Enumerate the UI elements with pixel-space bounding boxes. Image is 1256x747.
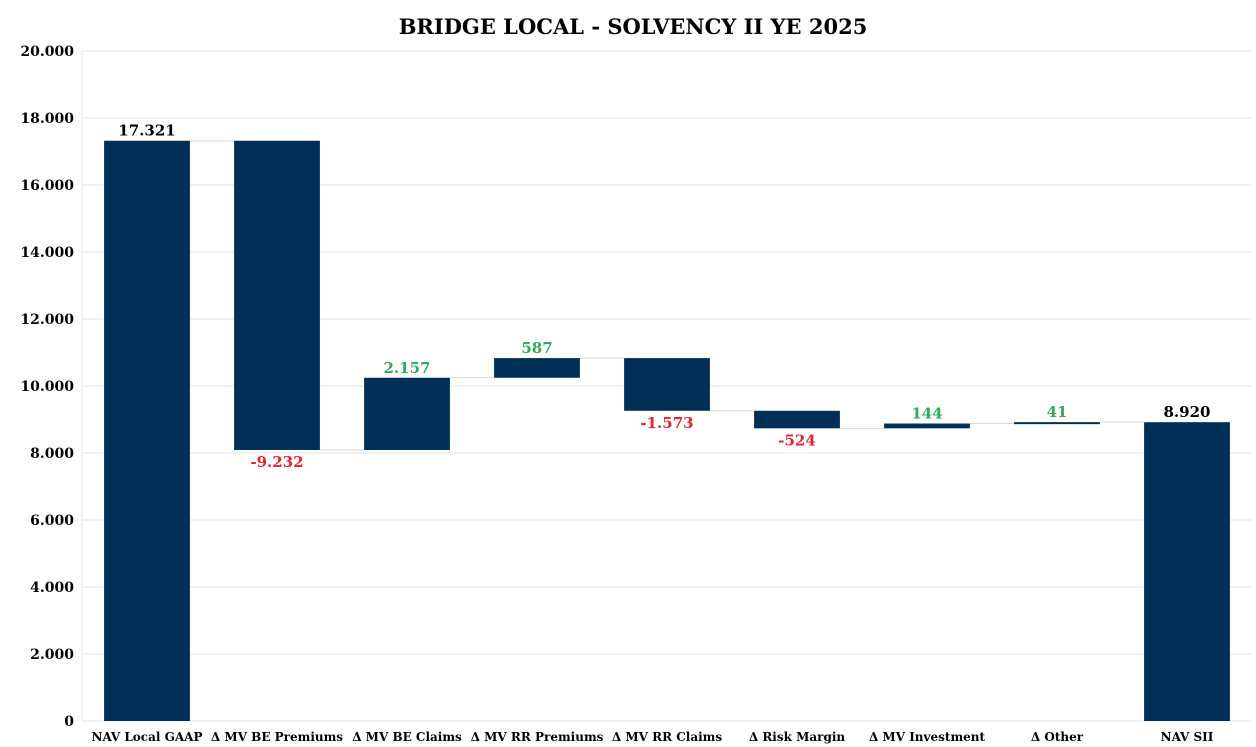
x-category-label: NAV Local GAAP xyxy=(91,730,202,744)
bars xyxy=(104,140,1230,721)
x-category-label: NAV SII xyxy=(1161,730,1214,744)
x-category-label: Δ MV RR Premiums xyxy=(471,730,604,744)
y-tick-label: 16.000 xyxy=(20,178,74,194)
x-category-label: Δ MV RR Claims xyxy=(612,730,723,744)
x-category-label: Δ MV BE Premiums xyxy=(211,730,343,744)
data-label: 2.157 xyxy=(384,359,431,377)
bar xyxy=(754,410,840,429)
y-tick-label: 18.000 xyxy=(20,111,74,127)
data-label: 587 xyxy=(521,339,552,357)
y-tick-label: 2.000 xyxy=(30,647,74,663)
x-category-label: Δ Risk Margin xyxy=(749,730,846,744)
x-category-label: Δ MV BE Claims xyxy=(352,730,462,744)
data-label: -1.573 xyxy=(640,414,693,432)
y-axis-ticks: 0 2.000 4.000 6.000 8.000 10.000 12.000 14.000 1… xyxy=(20,44,74,730)
y-tick-label: 20.000 xyxy=(20,44,74,60)
bar xyxy=(884,423,970,429)
data-label: -9.232 xyxy=(250,453,303,471)
data-labels: 17.321 -9.232 2.157 587 -1.573 -524 144 41 8.920 xyxy=(118,122,1210,471)
y-tick-label: 12.000 xyxy=(20,312,74,328)
y-tick-label: 10.000 xyxy=(20,379,74,395)
x-axis-categories: NAV Local GAAP Δ MV BE Premiums Δ MV BE Cl… xyxy=(91,730,1213,744)
data-label: 8.920 xyxy=(1164,403,1211,421)
bar xyxy=(364,377,450,451)
data-label: 41 xyxy=(1047,403,1068,421)
bar xyxy=(234,140,320,451)
bar xyxy=(1144,422,1230,721)
y-tick-label: 6.000 xyxy=(30,513,74,529)
y-tick-label: 8.000 xyxy=(30,446,74,462)
data-label: 144 xyxy=(911,405,942,423)
bar xyxy=(494,358,580,378)
data-label: 17.321 xyxy=(118,122,175,140)
chart-title: BRIDGE LOCAL - SOLVENCY II YE 2025 xyxy=(399,14,868,39)
connectors xyxy=(189,140,1145,451)
x-category-label: Δ Other xyxy=(1031,730,1084,744)
y-tick-label: 0 xyxy=(64,714,74,730)
y-tick-label: 4.000 xyxy=(30,580,74,596)
x-category-label: Δ MV Investment xyxy=(869,730,986,744)
data-label: -524 xyxy=(778,431,816,449)
bar xyxy=(624,358,710,411)
y-tick-label: 14.000 xyxy=(20,245,74,261)
bar xyxy=(104,140,190,721)
bar xyxy=(1014,422,1100,425)
